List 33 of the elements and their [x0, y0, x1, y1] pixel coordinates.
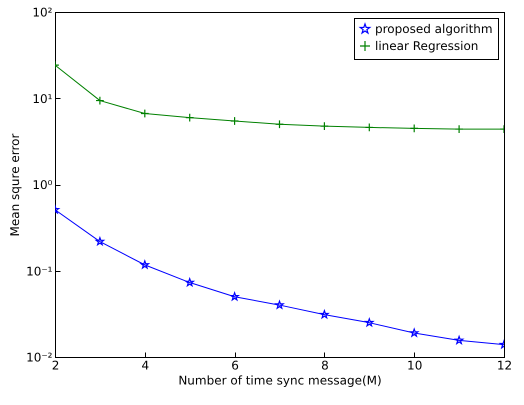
y-axis-title: Mean squre error — [8, 133, 22, 236]
point — [320, 122, 329, 131]
point — [185, 113, 194, 122]
x-tick-label: 12 — [496, 358, 512, 372]
y-tick-label: 10⁻¹ — [26, 264, 53, 278]
y-tick-label: 10¹ — [32, 92, 53, 106]
point — [275, 120, 284, 129]
point — [454, 124, 464, 134]
legend-label: linear Regression — [375, 39, 478, 53]
legend-label: proposed algorithm — [375, 22, 493, 36]
point — [230, 292, 239, 300]
x-tick-label: 6 — [231, 358, 239, 372]
point — [140, 260, 150, 269]
point — [230, 116, 240, 126]
point — [364, 122, 374, 132]
x-tick-label: 4 — [141, 358, 150, 372]
x-tick-label: 8 — [321, 358, 329, 372]
point — [454, 336, 464, 344]
point — [410, 124, 419, 133]
x-tick-label: 2 — [52, 358, 60, 372]
point — [185, 278, 194, 286]
point — [365, 318, 374, 326]
point — [410, 328, 418, 337]
y-tick-label: 10⁰ — [32, 178, 53, 192]
point — [275, 300, 284, 309]
point — [320, 310, 329, 318]
y-tick-label: 10² — [32, 6, 53, 20]
x-tick-label: 10 — [407, 358, 422, 372]
x-axis-title: Number of time sync message(M) — [178, 374, 382, 388]
y-tick-label: 10⁻² — [26, 350, 53, 364]
point — [95, 96, 104, 106]
point — [140, 109, 150, 118]
point — [96, 237, 104, 246]
